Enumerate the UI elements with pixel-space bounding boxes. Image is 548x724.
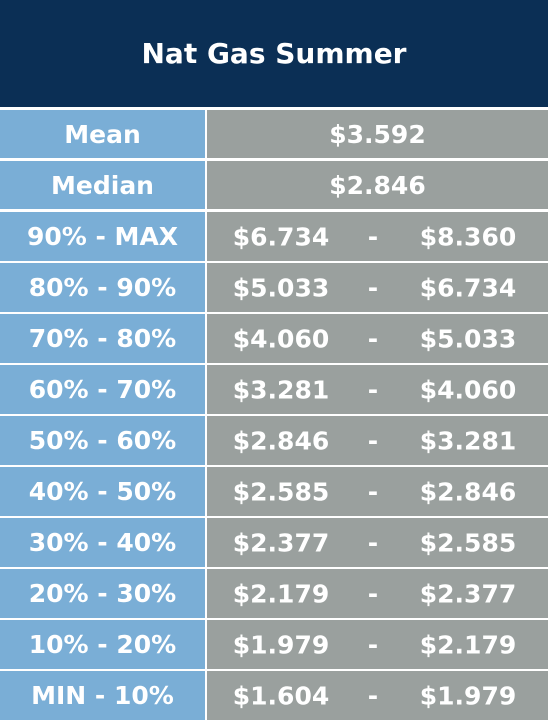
range-separator: - <box>367 222 379 251</box>
row-value: $3.592 <box>207 110 548 158</box>
range-label: MIN - 10% <box>0 671 205 720</box>
range-high: $1.979 <box>419 681 517 710</box>
range-high: $2.846 <box>419 477 517 506</box>
range-high: $4.060 <box>419 375 517 404</box>
range-high: $5.033 <box>419 324 517 353</box>
header-title: Nat Gas Summer <box>0 0 548 107</box>
range-low: $2.846 <box>232 426 330 455</box>
range-low: $2.179 <box>232 579 330 608</box>
range-label: 40% - 50% <box>0 467 205 516</box>
range-cell: $2.179 - $2.377 <box>207 569 548 618</box>
range-low: $1.604 <box>232 681 330 710</box>
range-low: $2.585 <box>232 477 330 506</box>
range-cell: $5.033 - $6.734 <box>207 263 548 312</box>
range-separator: - <box>367 324 379 353</box>
range-label: 80% - 90% <box>0 263 205 312</box>
range-label: 70% - 80% <box>0 314 205 363</box>
range-high: $2.585 <box>419 528 517 557</box>
range-separator: - <box>367 630 379 659</box>
range-high: $8.360 <box>419 222 517 251</box>
range-separator: - <box>367 579 379 608</box>
range-label: 30% - 40% <box>0 518 205 567</box>
range-label: 20% - 30% <box>0 569 205 618</box>
row-label: Median <box>0 161 205 209</box>
range-low: $1.979 <box>232 630 330 659</box>
range-label: 90% - MAX <box>0 212 205 261</box>
range-separator: - <box>367 375 379 404</box>
range-cell: $2.846 - $3.281 <box>207 416 548 465</box>
range-separator: - <box>367 477 379 506</box>
range-separator: - <box>367 426 379 455</box>
range-low: $4.060 <box>232 324 330 353</box>
range-high: $6.734 <box>419 273 517 302</box>
range-cell: $2.585 - $2.846 <box>207 467 548 516</box>
range-low: $5.033 <box>232 273 330 302</box>
range-cell: $6.734 - $8.360 <box>207 212 548 261</box>
range-high: $3.281 <box>419 426 517 455</box>
range-low: $3.281 <box>232 375 330 404</box>
range-separator: - <box>367 528 379 557</box>
range-low: $6.734 <box>232 222 330 251</box>
range-low: $2.377 <box>232 528 330 557</box>
range-label: 10% - 20% <box>0 620 205 669</box>
range-separator: - <box>367 273 379 302</box>
row-value: $2.846 <box>207 161 548 209</box>
range-high: $2.377 <box>419 579 517 608</box>
range-separator: - <box>367 681 379 710</box>
range-cell: $4.060 - $5.033 <box>207 314 548 363</box>
range-label: 50% - 60% <box>0 416 205 465</box>
range-cell: $2.377 - $2.585 <box>207 518 548 567</box>
range-cell: $3.281 - $4.060 <box>207 365 548 414</box>
range-label: 60% - 70% <box>0 365 205 414</box>
range-cell: $1.979 - $2.179 <box>207 620 548 669</box>
row-label: Mean <box>0 110 205 158</box>
range-high: $2.179 <box>419 630 517 659</box>
range-cell: $1.604 - $1.979 <box>207 671 548 720</box>
